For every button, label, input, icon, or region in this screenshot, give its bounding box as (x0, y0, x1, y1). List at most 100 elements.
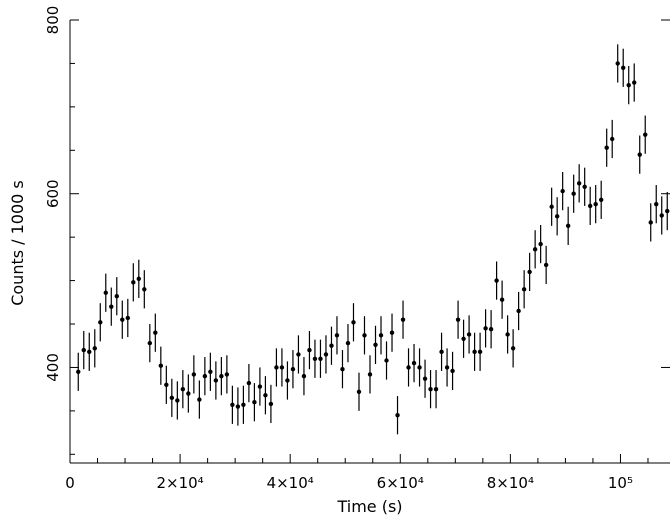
point-marker (279, 365, 285, 370)
data-point (521, 270, 527, 309)
point-marker (87, 349, 92, 355)
data-point (164, 365, 169, 404)
data-point (510, 329, 516, 368)
data-point (109, 287, 114, 326)
point-marker (235, 404, 241, 409)
data-points (76, 44, 670, 435)
data-point (329, 326, 334, 365)
point-marker (532, 247, 538, 252)
y-tick-label: 400 (44, 353, 62, 382)
point-marker (103, 290, 108, 295)
point-marker (296, 352, 301, 357)
point-marker (81, 347, 86, 353)
point-marker (593, 201, 598, 207)
data-point (621, 48, 626, 87)
point-marker (417, 365, 422, 370)
point-marker (131, 280, 136, 285)
point-marker (373, 342, 378, 348)
point-marker (230, 402, 235, 408)
data-point (554, 197, 560, 236)
point-marker (147, 340, 153, 346)
data-point (268, 384, 274, 424)
data-point (538, 224, 543, 264)
point-marker (191, 372, 197, 377)
data-point (125, 298, 130, 338)
point-marker (307, 347, 312, 353)
data-point (224, 355, 230, 394)
point-marker (164, 382, 169, 388)
data-point (345, 324, 351, 363)
point-marker (439, 349, 444, 355)
data-point (362, 316, 367, 355)
data-point (433, 370, 439, 409)
point-marker (560, 188, 565, 194)
data-point (626, 66, 631, 105)
point-marker (587, 203, 593, 209)
data-point (582, 167, 587, 206)
data-point (147, 324, 153, 363)
point-marker (527, 269, 532, 275)
y-axis-ticks: 400 600 800 (44, 6, 670, 455)
point-marker (252, 399, 257, 405)
data-point (312, 339, 318, 378)
data-point (527, 252, 532, 292)
point-marker (76, 369, 81, 374)
data-point (532, 230, 538, 269)
x-tick-label: 6×10⁴ (377, 474, 424, 492)
point-marker (268, 401, 274, 407)
point-marker (274, 365, 279, 370)
data-point (406, 348, 411, 387)
data-point (378, 316, 384, 355)
point-marker (153, 330, 158, 335)
data-point (665, 191, 670, 231)
point-marker (565, 223, 571, 229)
point-marker (665, 208, 670, 214)
x-tick-label: 10⁵ (608, 474, 633, 492)
point-marker (571, 191, 576, 196)
point-marker (98, 320, 103, 325)
point-marker (632, 80, 637, 85)
x-axis-ticks: 0 2×10⁴ 4×10⁴ 6×10⁴ 8×10⁴ 10⁵ (65, 454, 649, 492)
x-axis-title: Time (s) (336, 497, 402, 516)
point-marker (494, 278, 499, 283)
data-point (654, 185, 659, 224)
data-point (455, 300, 461, 339)
point-marker (598, 197, 604, 203)
point-marker (450, 368, 455, 374)
data-point (598, 180, 604, 219)
point-marker (488, 327, 494, 332)
data-point (81, 330, 86, 370)
point-marker (610, 136, 615, 142)
data-point (411, 343, 417, 383)
point-marker (197, 397, 202, 402)
point-marker (615, 61, 620, 66)
point-marker (301, 373, 307, 379)
data-point (576, 164, 582, 203)
data-point (246, 363, 252, 403)
point-marker (648, 220, 653, 225)
y-tick-label: 800 (44, 6, 62, 35)
point-marker (246, 380, 252, 386)
data-point (587, 186, 593, 225)
point-marker (263, 393, 268, 398)
data-point (488, 310, 494, 349)
data-point (241, 385, 246, 424)
data-point (296, 335, 301, 374)
point-marker (378, 333, 384, 338)
x-tick-label: 4×10⁴ (267, 474, 314, 492)
point-marker (329, 343, 334, 348)
point-marker (323, 352, 329, 357)
point-marker (180, 386, 186, 392)
point-marker (637, 152, 642, 157)
point-marker (400, 317, 406, 322)
point-marker (158, 363, 164, 368)
point-marker (505, 332, 510, 337)
x-tick-label: 0 (65, 474, 75, 492)
data-point (637, 135, 642, 174)
point-marker (202, 373, 208, 379)
point-marker (356, 389, 362, 394)
point-marker (219, 373, 224, 379)
data-point (334, 316, 340, 355)
data-point (186, 374, 191, 413)
data-point (604, 128, 609, 167)
